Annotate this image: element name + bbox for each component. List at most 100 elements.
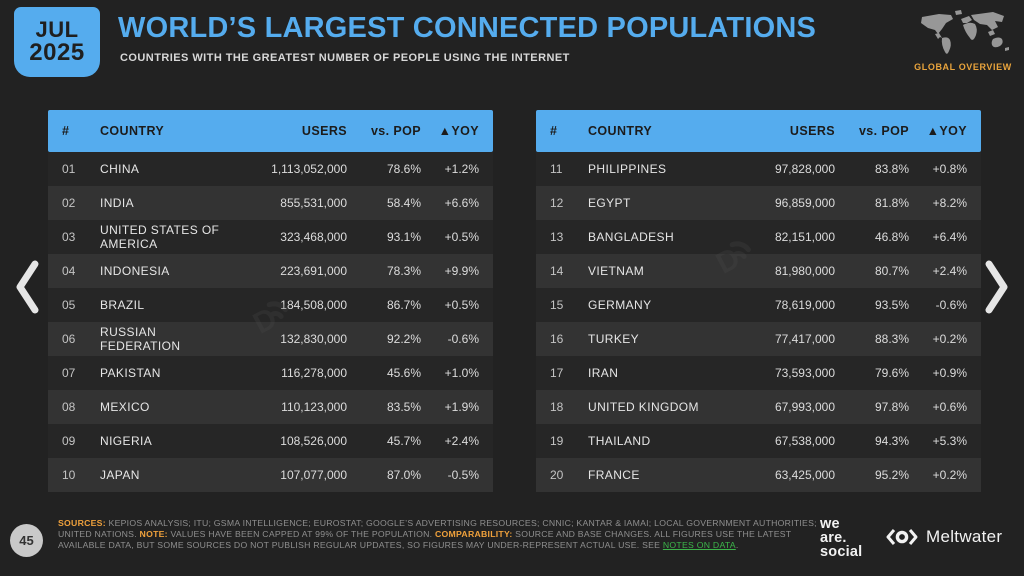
yoy-cell: +9.9% [444, 264, 479, 278]
vs-pop-cell: 80.7% [874, 264, 909, 278]
rank-cell: 18 [550, 400, 564, 414]
table-row: 08 MEXICO 110,123,000 83.5% +1.9% [48, 390, 493, 424]
yoy-cell: +0.5% [444, 298, 479, 312]
country-cell: BANGLADESH [588, 230, 675, 244]
notes-on-data-link[interactable]: NOTES ON DATA [662, 539, 736, 550]
date-year: 2025 [29, 38, 85, 66]
table-row: 03 UNITED STATES OF AMERICA 323,468,000 … [48, 220, 493, 254]
yoy-cell: +0.9% [932, 366, 967, 380]
vs-pop-cell: 81.8% [874, 196, 909, 210]
users-cell: 81,980,000 [774, 264, 835, 278]
users-cell: 1,113,052,000 [271, 162, 347, 176]
users-cell: 97,828,000 [774, 162, 835, 176]
country-cell: RUSSIAN FEDERATION [100, 325, 181, 353]
header-country: COUNTRY [588, 124, 653, 138]
ranking-table-left: # COUNTRY USERS vs. POP ▲YOY 01 CHINA 1,… [48, 110, 493, 492]
country-cell: NIGERIA [100, 434, 153, 448]
yoy-cell: +0.6% [932, 400, 967, 414]
country-cell: GERMANY [588, 298, 652, 312]
country-cell: BRAZIL [100, 298, 145, 312]
header-country: COUNTRY [100, 124, 165, 138]
yoy-cell: +0.8% [932, 162, 967, 176]
users-cell: 63,425,000 [774, 468, 835, 482]
header-vs-pop: vs. POP [858, 124, 909, 138]
rank-cell: 03 [62, 230, 76, 244]
global-overview-block: GLOBAL OVERVIEW [912, 8, 1014, 72]
page-number-badge: 45 [10, 524, 43, 557]
country-cell: INDONESIA [100, 264, 170, 278]
vs-pop-cell: 87.0% [386, 468, 421, 482]
previous-slide-arrow[interactable] [13, 258, 41, 316]
table-row: 02 INDIA 855,531,000 58.4% +6.6% [48, 186, 493, 220]
rank-cell: 17 [550, 366, 564, 380]
country-cell: TURKEY [588, 332, 640, 346]
ranking-table-right: # COUNTRY USERS vs. POP ▲YOY 11 PHILIPPI… [536, 110, 981, 492]
vs-pop-cell: 97.8% [874, 400, 909, 414]
yoy-cell: +2.4% [932, 264, 967, 278]
rank-cell: 19 [550, 434, 564, 448]
header-yoy: ▲YOY [438, 124, 479, 138]
vs-pop-cell: 88.3% [874, 332, 909, 346]
vs-pop-cell: 58.4% [386, 196, 421, 210]
country-cell: MEXICO [100, 400, 150, 414]
table-row: 05 BRAZIL 184,508,000 86.7% +0.5% [48, 288, 493, 322]
rank-cell: 02 [62, 196, 76, 210]
users-cell: 108,526,000 [280, 434, 347, 448]
users-cell: 184,508,000 [280, 298, 347, 312]
country-cell: INDIA [100, 196, 135, 210]
vs-pop-cell: 94.3% [874, 434, 909, 448]
table-row: 19 THAILAND 67,538,000 94.3% +5.3% [536, 424, 981, 458]
table-header: # COUNTRY USERS vs. POP ▲YOY [536, 110, 981, 152]
comparability-text: SOURCE AND BASE CHANGES. ALL FIGURES USE… [58, 528, 792, 550]
rank-cell: 06 [62, 332, 76, 346]
yoy-cell: +6.6% [444, 196, 479, 210]
vs-pop-cell: 92.2% [386, 332, 421, 346]
note-text: VALUES HAVE BEEN CAPPED AT 99% OF THE PO… [167, 528, 436, 539]
yoy-cell: +1.0% [444, 366, 479, 380]
table-row: 11 PHILIPPINES 97,828,000 83.8% +0.8% [536, 152, 981, 186]
vs-pop-cell: 83.5% [386, 400, 421, 414]
note-label: NOTE: [139, 528, 168, 539]
page-subtitle: COUNTRIES WITH THE GREATEST NUMBER OF PE… [120, 52, 570, 64]
table-header: # COUNTRY USERS vs. POP ▲YOY [48, 110, 493, 152]
rank-cell: 20 [550, 468, 564, 482]
rank-cell: 08 [62, 400, 76, 414]
next-slide-arrow[interactable] [983, 258, 1011, 316]
meltwater-icon [886, 529, 918, 545]
meltwater-logo: Meltwater [884, 527, 1002, 547]
users-cell: 67,993,000 [774, 400, 835, 414]
table-row: 04 INDONESIA 223,691,000 78.3% +9.9% [48, 254, 493, 288]
meltwater-label: Meltwater [926, 527, 1003, 546]
yoy-cell: +1.2% [444, 162, 479, 176]
vs-pop-cell: 83.8% [874, 162, 909, 176]
country-cell: PAKISTAN [100, 366, 161, 380]
users-cell: 855,531,000 [280, 196, 347, 210]
table-row: 01 CHINA 1,113,052,000 78.6% +1.2% [48, 152, 493, 186]
users-cell: 77,417,000 [774, 332, 835, 346]
vs-pop-cell: 46.8% [874, 230, 909, 244]
users-cell: 110,123,000 [281, 400, 347, 414]
rank-cell: 15 [550, 298, 564, 312]
table-body: 01 CHINA 1,113,052,000 78.6% +1.2% 02 IN… [48, 152, 493, 492]
logo-line-we: we [820, 516, 840, 532]
we-are-social-logo: we are. social [820, 516, 862, 560]
table-row: 20 FRANCE 63,425,000 95.2% +0.2% [536, 458, 981, 492]
header-yoy: ▲YOY [926, 124, 967, 138]
users-cell: 73,593,000 [774, 366, 835, 380]
rank-cell: 04 [62, 264, 76, 278]
table-row: 07 PAKISTAN 116,278,000 45.6% +1.0% [48, 356, 493, 390]
rank-cell: 12 [550, 196, 564, 210]
vs-pop-cell: 78.3% [386, 264, 421, 278]
comparability-label: COMPARABILITY: [435, 528, 513, 539]
users-cell: 78,619,000 [774, 298, 835, 312]
yoy-cell: +6.4% [932, 230, 967, 244]
vs-pop-cell: 86.7% [386, 298, 421, 312]
country-cell: CHINA [100, 162, 140, 176]
table-row: 13 BANGLADESH 82,151,000 46.8% +6.4% [536, 220, 981, 254]
users-cell: 107,077,000 [280, 468, 347, 482]
sources-text: KEPIOS ANALYSIS; ITU; GSMA INTELLIGENCE;… [58, 518, 817, 539]
rank-cell: 01 [62, 162, 76, 176]
table-row: 10 JAPAN 107,077,000 87.0% -0.5% [48, 458, 493, 492]
header-rank: # [62, 124, 70, 138]
